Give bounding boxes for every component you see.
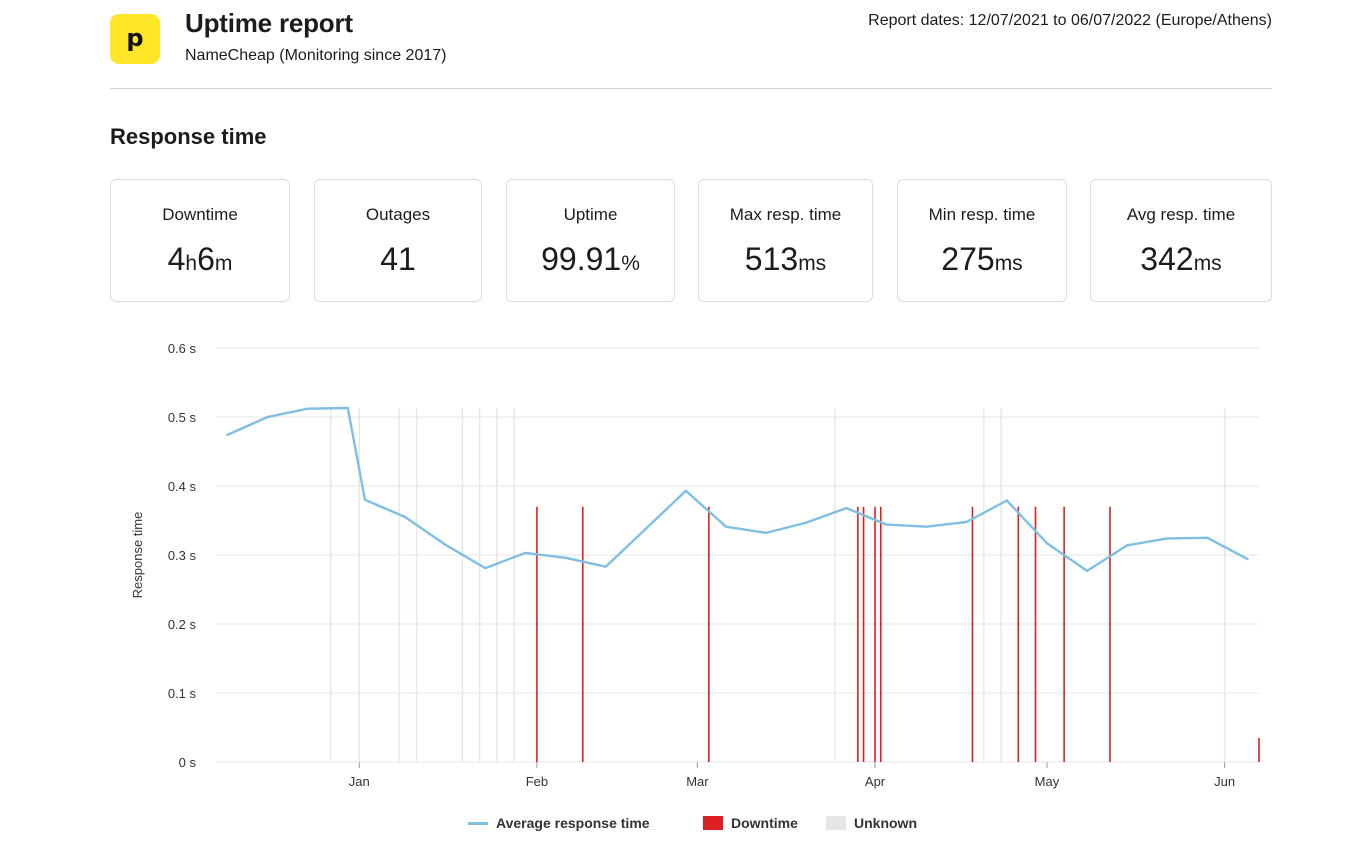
stat-label: Uptime — [563, 205, 618, 224]
legend-item-average[interactable]: Average response time — [468, 815, 650, 831]
data-point — [885, 523, 888, 526]
downtime-minutes: 6 — [197, 241, 215, 277]
x-tick-label: Apr — [865, 774, 886, 789]
legend-item-unknown[interactable]: Unknown — [826, 815, 917, 831]
legend-downtime-swatch — [703, 816, 723, 830]
data-point — [684, 489, 688, 493]
x-tick-label: Mar — [686, 774, 709, 789]
legend-label: Average response time — [496, 815, 650, 831]
stat-card-max-resp: Max resp. time 513ms — [698, 179, 873, 302]
min-resp-unit: ms — [994, 252, 1023, 275]
data-point — [444, 543, 447, 546]
max-resp-value: 513 — [744, 241, 799, 277]
data-point — [484, 566, 487, 570]
min-resp-value: 275 — [941, 241, 995, 277]
monitor-subtitle: NameCheap (Monitoring since 2017) — [185, 47, 447, 64]
y-tick-label: 0.3 s — [168, 548, 197, 563]
response-time-chart: 0 s 0.1 s 0.2 s 0.3 s 0.4 s 0.5 s 0.6 s Respons… — [130, 341, 1260, 789]
stat-value: 41 — [380, 241, 416, 277]
avg-resp-value: 342 — [1140, 241, 1194, 277]
stat-value: 275ms — [898, 241, 1066, 278]
data-point — [724, 525, 728, 528]
y-tick-label: 0.4 s — [168, 479, 197, 494]
avg-resp-unit: ms — [1193, 252, 1222, 275]
legend-label: Unknown — [854, 815, 917, 831]
data-point — [524, 551, 527, 555]
downtime-hours-unit: h — [185, 252, 198, 275]
data-point — [965, 520, 968, 524]
x-tick-label: Jan — [349, 774, 370, 789]
legend-unknown-swatch — [826, 816, 846, 830]
stat-card-outages: Outages 41 — [314, 179, 482, 302]
stat-label: Max resp. time — [729, 205, 842, 224]
stat-value: 342ms — [1091, 241, 1271, 278]
stat-card-downtime: Downtime 4h6m — [110, 179, 290, 302]
uptime-unit: % — [621, 252, 640, 275]
stat-label: Outages — [365, 205, 431, 224]
y-tick-label: 0 s — [179, 755, 197, 770]
data-point — [1045, 542, 1049, 545]
stat-card-min-resp: Min resp. time 275ms — [897, 179, 1067, 302]
data-point — [1085, 569, 1089, 573]
stat-value: 99.91% — [507, 241, 674, 278]
logo: p — [110, 14, 160, 64]
y-tick-label: 0.1 s — [168, 686, 197, 701]
stat-card-uptime: Uptime 99.91% — [506, 179, 675, 302]
x-tick-label: Jun — [1214, 774, 1235, 789]
max-resp-unit: ms — [798, 252, 827, 275]
data-point — [346, 406, 350, 410]
report-title: Uptime report — [185, 8, 353, 38]
stat-label: Min resp. time — [928, 205, 1036, 224]
stat-label: Downtime — [162, 205, 238, 224]
legend-item-downtime[interactable]: Downtime — [703, 815, 798, 831]
data-point — [764, 531, 768, 535]
report-dates: Report dates: 12/07/2021 to 06/07/2022 (… — [868, 12, 1272, 29]
data-point — [845, 506, 848, 510]
data-point — [1166, 537, 1169, 540]
logo-letter: p — [126, 26, 143, 52]
data-point — [925, 525, 928, 528]
stat-value: 513ms — [699, 241, 872, 278]
stat-label: Avg resp. time — [1126, 205, 1236, 224]
data-point — [403, 515, 407, 519]
data-point — [306, 407, 309, 410]
downtime-hours: 4 — [167, 241, 186, 277]
data-point — [363, 498, 367, 501]
y-tick-label: 0.2 s — [168, 617, 197, 632]
y-axis-label: Response time — [130, 512, 145, 599]
series-line-average-response-time — [227, 406, 1249, 573]
y-tick-label: 0.6 s — [168, 341, 197, 356]
x-tick-label: Feb — [526, 774, 548, 789]
data-point — [644, 527, 648, 530]
data-point — [805, 521, 808, 524]
stat-value: 4h6m — [111, 241, 289, 278]
downtime-minutes-unit: m — [214, 252, 233, 275]
section-title: Response time — [110, 124, 267, 149]
data-point — [266, 415, 269, 419]
y-tick-label: 0.5 s — [168, 410, 197, 425]
data-point — [1005, 499, 1009, 502]
stat-card-avg-resp: Avg resp. time 342ms — [1090, 179, 1272, 302]
legend-label: Downtime — [731, 815, 798, 831]
data-point — [1125, 544, 1129, 547]
uptime-value: 99.91 — [541, 241, 622, 277]
legend-line-swatch — [468, 821, 488, 825]
data-point — [226, 433, 229, 437]
data-point — [604, 565, 607, 568]
data-point — [564, 556, 567, 559]
logo-icon: p — [126, 26, 143, 52]
header-divider — [110, 88, 1272, 89]
data-point — [1206, 536, 1209, 539]
data-point — [1246, 557, 1249, 561]
x-tick-label: May — [1035, 774, 1060, 789]
